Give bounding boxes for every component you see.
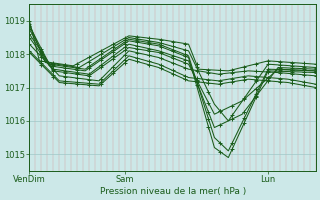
X-axis label: Pression niveau de la mer( hPa ): Pression niveau de la mer( hPa ) [100,187,246,196]
